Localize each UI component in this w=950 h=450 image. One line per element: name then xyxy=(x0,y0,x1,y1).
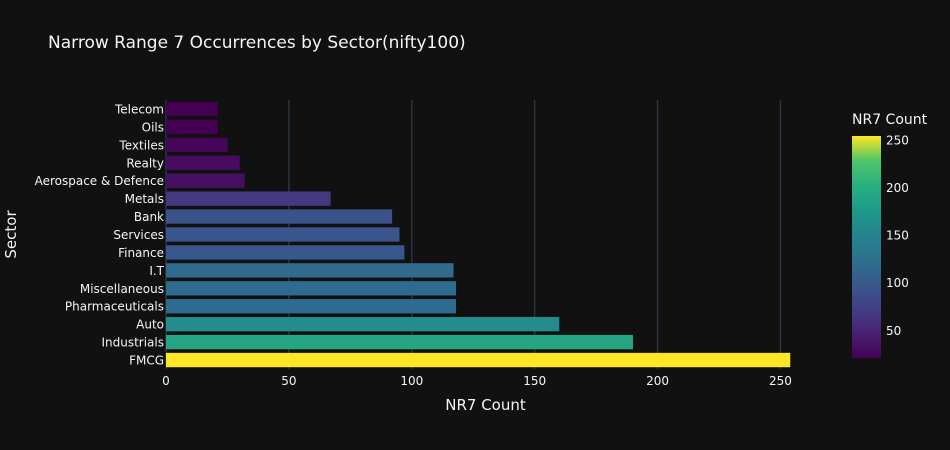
y-tick-label: I.T xyxy=(149,264,164,278)
x-tick-label: 250 xyxy=(769,374,792,388)
y-axis-title: Sector xyxy=(2,210,20,259)
y-tick-label: Bank xyxy=(134,210,164,224)
colorbar-title: NR7 Count xyxy=(852,112,928,128)
bar[interactable] xyxy=(166,137,228,153)
bar[interactable] xyxy=(166,245,405,260)
bar[interactable] xyxy=(166,101,218,117)
x-tick-label: 150 xyxy=(523,374,546,388)
y-tick-label: Oils xyxy=(142,120,164,134)
y-tick-label: Industrials xyxy=(101,336,164,350)
bar[interactable] xyxy=(166,299,457,314)
bar[interactable] xyxy=(166,209,393,224)
colorbar-tick-label: 150 xyxy=(886,229,909,243)
chart-title: Narrow Range 7 Occurrences by Sector(nif… xyxy=(48,33,466,53)
colorbar xyxy=(852,136,881,358)
bar[interactable] xyxy=(166,155,240,170)
colorbar-tick-label: 50 xyxy=(886,324,901,338)
y-tick-label: Metals xyxy=(125,192,164,206)
bar[interactable] xyxy=(166,334,633,350)
bar[interactable] xyxy=(166,227,400,242)
colorbar-tick-label: 200 xyxy=(886,181,909,195)
bar[interactable] xyxy=(166,263,454,278)
y-tick-label: Miscellaneous xyxy=(80,282,164,296)
x-tick-label: 200 xyxy=(646,374,669,388)
colorbar-tick-label: 100 xyxy=(886,276,909,290)
colorbar-tick-label: 250 xyxy=(886,133,909,147)
x-tick-label: 50 xyxy=(281,374,296,388)
bar[interactable] xyxy=(166,173,245,188)
bar[interactable] xyxy=(166,281,457,296)
y-tick-label: Telecom xyxy=(114,102,164,116)
bar[interactable] xyxy=(166,352,791,368)
y-tick-label: Aerospace & Defence xyxy=(35,174,164,188)
y-tick-label: Textiles xyxy=(118,138,164,152)
y-tick-label: Pharmaceuticals xyxy=(65,300,164,314)
y-tick-label: Services xyxy=(113,228,164,242)
x-axis-title: NR7 Count xyxy=(445,396,526,414)
bar[interactable] xyxy=(166,191,331,206)
x-tick-label: 0 xyxy=(162,374,170,388)
bar[interactable] xyxy=(166,316,560,332)
y-tick-label: Realty xyxy=(126,156,164,170)
x-tick-label: 100 xyxy=(400,374,423,388)
y-tick-label: Finance xyxy=(118,246,164,260)
bar[interactable] xyxy=(166,119,218,135)
y-tick-label: FMCG xyxy=(129,354,164,368)
y-tick-label: Auto xyxy=(136,318,164,332)
